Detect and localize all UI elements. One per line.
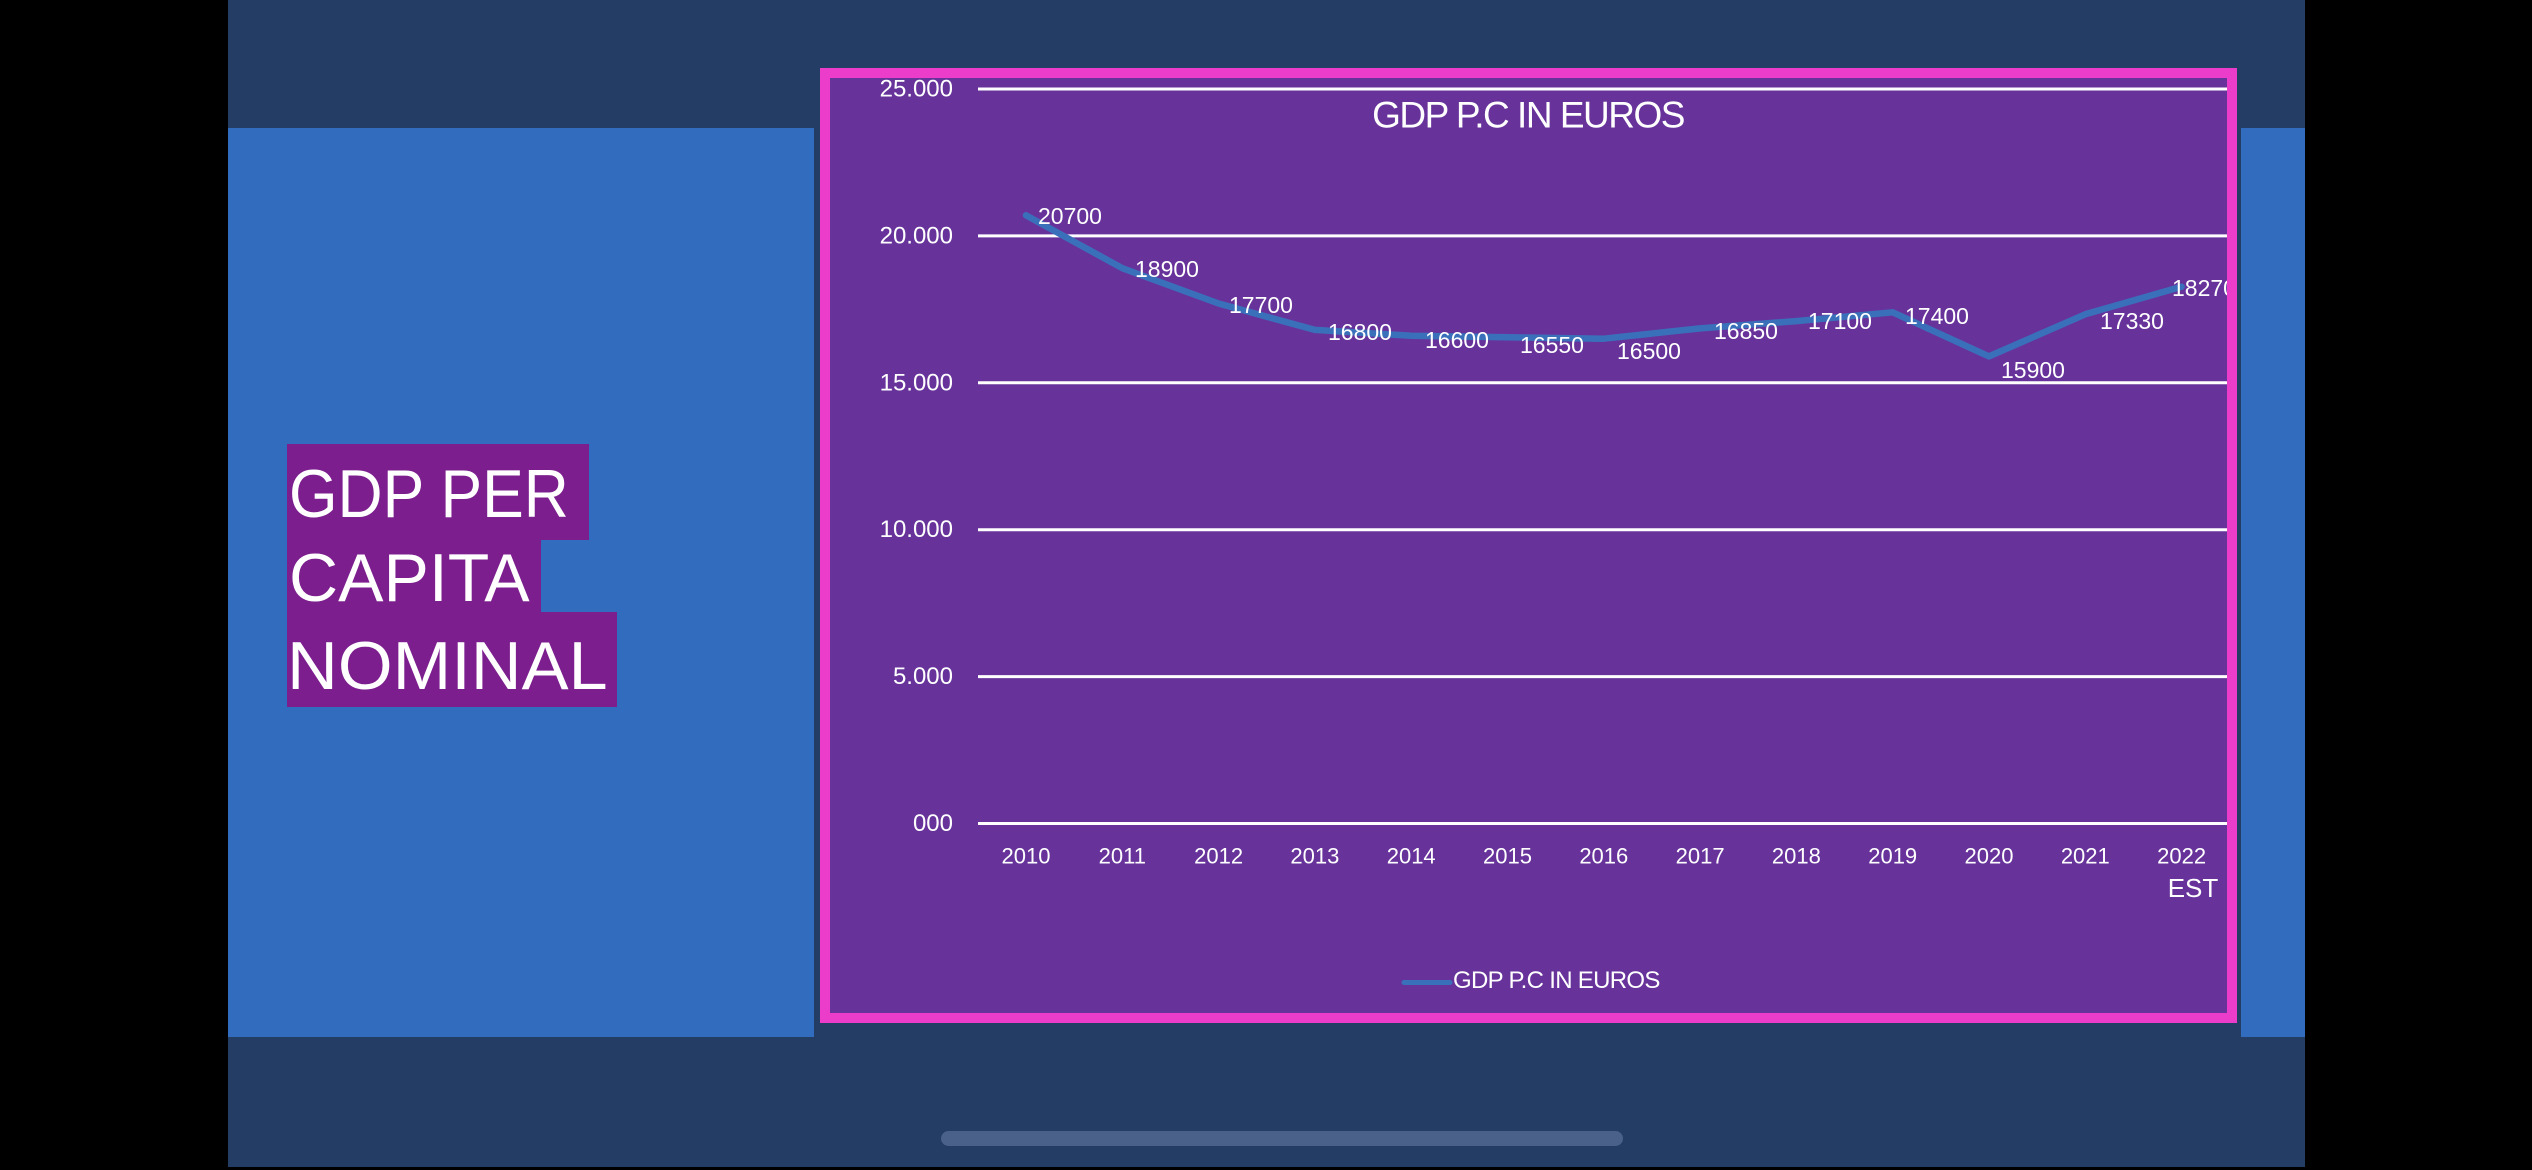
svg-text:2010: 2010: [1002, 844, 1051, 869]
svg-text:2022: 2022: [2157, 844, 2206, 869]
svg-text:2015: 2015: [1483, 844, 1532, 869]
svg-text:20700: 20700: [1038, 203, 1102, 229]
svg-text:16600: 16600: [1425, 327, 1489, 353]
svg-text:16850: 16850: [1714, 318, 1778, 344]
svg-text:2017: 2017: [1676, 844, 1725, 869]
svg-text:5.000: 5.000: [893, 663, 953, 690]
svg-text:2018: 2018: [1772, 844, 1821, 869]
svg-text:2012: 2012: [1194, 844, 1243, 869]
svg-text:20.000: 20.000: [880, 222, 953, 249]
svg-text:2016: 2016: [1579, 844, 1628, 869]
svg-text:25.000: 25.000: [880, 78, 953, 103]
svg-text:17330: 17330: [2100, 308, 2164, 334]
svg-text:18270: 18270: [2172, 275, 2227, 301]
svg-text:17700: 17700: [1229, 292, 1293, 318]
svg-text:EST: EST: [2168, 873, 2219, 903]
svg-text:15900: 15900: [2001, 357, 2065, 383]
svg-text:2013: 2013: [1290, 844, 1339, 869]
svg-text:10.000: 10.000: [880, 516, 953, 543]
svg-text:16550: 16550: [1520, 332, 1584, 358]
svg-text:2020: 2020: [1965, 844, 2014, 869]
svg-text:16800: 16800: [1328, 319, 1392, 345]
svg-text:16500: 16500: [1617, 338, 1681, 364]
svg-text:17100: 17100: [1808, 308, 1872, 334]
svg-text:15.000: 15.000: [880, 369, 953, 396]
svg-text:GDP P.C IN EUROS: GDP P.C IN EUROS: [1372, 95, 1684, 136]
svg-text:17400: 17400: [1905, 303, 1969, 329]
svg-text:18900: 18900: [1135, 256, 1199, 282]
svg-text:2011: 2011: [1099, 844, 1146, 869]
svg-text:2014: 2014: [1387, 844, 1436, 869]
svg-text:000: 000: [913, 810, 953, 837]
svg-text:2021: 2021: [2061, 844, 2110, 869]
svg-text:2019: 2019: [1868, 844, 1917, 869]
svg-text:GDP P.C IN EUROS: GDP P.C IN EUROS: [1453, 967, 1660, 994]
